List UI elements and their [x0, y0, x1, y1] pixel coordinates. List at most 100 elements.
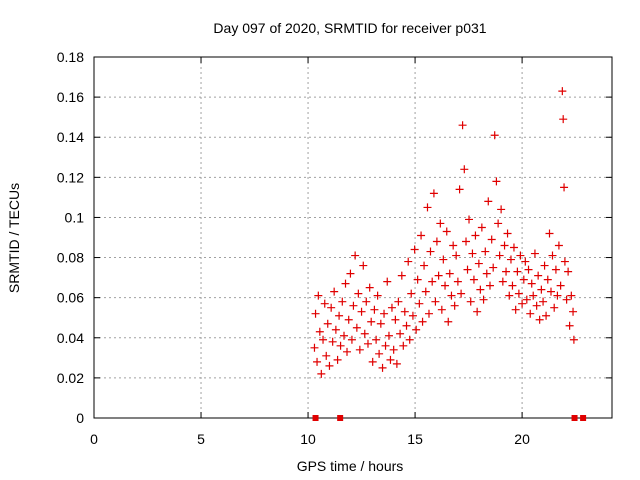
data-point — [417, 231, 426, 240]
data-point — [466, 297, 475, 306]
data-point — [392, 359, 401, 368]
data-point — [434, 271, 443, 280]
ticks — [93, 56, 612, 419]
data-point — [404, 257, 413, 266]
data-point — [516, 251, 525, 260]
data-point — [463, 265, 472, 274]
data-point — [373, 291, 382, 300]
data-point — [320, 299, 329, 308]
grid — [94, 57, 612, 418]
data-point — [372, 335, 381, 344]
data-point — [469, 275, 478, 284]
data-point — [503, 229, 512, 238]
data-point — [485, 281, 494, 290]
data-point — [505, 291, 514, 300]
data-point — [311, 309, 320, 318]
data-point — [346, 269, 355, 278]
data-point — [341, 279, 350, 288]
data-point — [442, 227, 451, 236]
data-point — [474, 259, 483, 268]
data-point — [522, 295, 531, 304]
tick-labels: 0 0.02 0.04 0.06 0.08 0.1 0.12 0.14 0.16 0.18 0 5 10… — [57, 49, 530, 447]
data-point — [352, 323, 361, 332]
data-point — [560, 183, 569, 192]
data-point — [444, 317, 453, 326]
data-point — [357, 307, 366, 316]
data-point — [492, 177, 501, 186]
data-point — [314, 291, 323, 300]
data-point — [502, 267, 511, 276]
data-point — [360, 329, 369, 338]
zero-marker-point — [312, 415, 319, 421]
zero-marker-point — [337, 415, 344, 421]
data-point — [429, 189, 438, 198]
data-point — [527, 279, 536, 288]
data-point — [521, 257, 530, 266]
data-point — [436, 219, 445, 228]
data-point — [471, 231, 480, 240]
zero-marker-point — [580, 415, 587, 421]
data-point — [325, 361, 334, 370]
data-point — [554, 241, 563, 250]
data-point — [524, 265, 533, 274]
data-point — [465, 215, 474, 224]
x-axis-label: GPS time / hours — [297, 458, 404, 474]
data-point — [343, 347, 352, 356]
chart-title: Day 097 of 2020, SRMTID for receiver p03… — [213, 20, 486, 36]
data-point — [331, 325, 340, 334]
data-point — [462, 237, 471, 246]
data-point — [477, 223, 486, 232]
data-point — [386, 355, 395, 364]
data-point — [509, 243, 518, 252]
data-point — [481, 247, 490, 256]
data-point — [336, 341, 345, 350]
zero-marker-point — [571, 415, 578, 421]
data-point — [413, 275, 422, 284]
data-point — [511, 305, 520, 314]
data-point — [426, 247, 435, 256]
x-tick-label: 20 — [514, 431, 530, 447]
data-point — [450, 301, 459, 310]
y-tick-label: 0 — [76, 410, 84, 426]
data-point — [338, 297, 347, 306]
data-point — [545, 229, 554, 238]
data-point — [421, 287, 430, 296]
data-point — [399, 341, 408, 350]
data-point — [365, 283, 374, 292]
data-point — [335, 311, 344, 320]
data-point — [539, 297, 548, 306]
data-point — [514, 289, 523, 298]
data-point — [315, 327, 324, 336]
data-point — [548, 251, 557, 260]
data-point — [402, 321, 411, 330]
data-point — [441, 281, 450, 290]
data-point — [460, 165, 469, 174]
data-point — [500, 241, 509, 250]
data-point — [354, 289, 363, 298]
data-point — [431, 297, 440, 306]
data-point — [400, 307, 409, 316]
data-point — [323, 319, 332, 328]
x-tick-label: 10 — [300, 431, 316, 447]
data-point — [370, 305, 379, 314]
y-tick-label: 0.02 — [57, 370, 84, 386]
data-point — [458, 121, 467, 130]
data-point — [564, 267, 573, 276]
data-point — [363, 339, 372, 348]
y-tick-label: 0.04 — [57, 330, 84, 346]
data-point — [543, 275, 552, 284]
data-point — [513, 267, 522, 276]
data-point — [387, 303, 396, 312]
data-point — [355, 345, 364, 354]
data-point — [391, 315, 400, 324]
data-point — [558, 87, 567, 96]
data-point — [534, 271, 543, 280]
plot-frame — [93, 56, 613, 419]
data-point — [362, 297, 371, 306]
data-point — [347, 335, 356, 344]
data-point — [551, 265, 560, 274]
data-point — [439, 255, 448, 264]
x-tick-label: 15 — [407, 431, 423, 447]
data-point — [397, 271, 406, 280]
